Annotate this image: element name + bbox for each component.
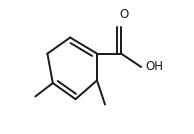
Text: O: O (120, 8, 129, 21)
Text: OH: OH (145, 60, 163, 74)
